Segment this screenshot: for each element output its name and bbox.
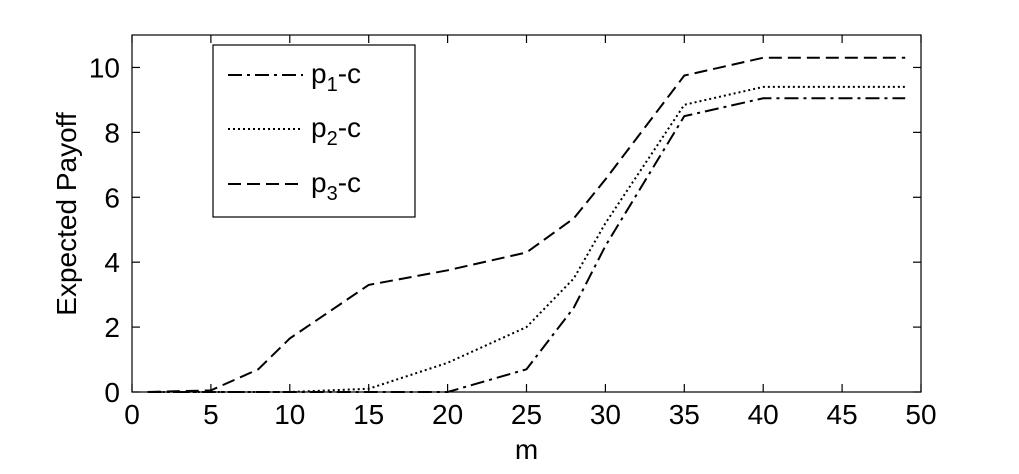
- x-tick-label: 30: [590, 399, 621, 430]
- y-tick-label: 10: [89, 52, 120, 83]
- x-tick-label: 20: [432, 399, 463, 430]
- y-tick-label: 8: [104, 117, 120, 148]
- legend-box: [212, 44, 416, 218]
- tick-layer: 0 5 10 15 20 25 30 35 40 45 50 0 2 4 6 8 10: [89, 35, 937, 430]
- x-axis-label: m: [515, 434, 538, 465]
- x-tick-label: 35: [669, 399, 700, 430]
- y-tick-label: 2: [104, 312, 120, 343]
- x-tick-label: 5: [203, 399, 219, 430]
- x-tick-label: 0: [124, 399, 140, 430]
- series-line-3: [147, 56, 906, 393]
- y-tick-label: 6: [104, 182, 120, 213]
- x-tick-label: 10: [274, 399, 305, 430]
- legend-label-1: p1-c: [311, 58, 361, 96]
- x-tick-label: 25: [511, 399, 542, 430]
- y-tick-label: 4: [104, 247, 120, 278]
- x-tick-label: 50: [905, 399, 936, 430]
- y-axis-label: Expected Payoff: [51, 112, 82, 316]
- legend-label-3: p3-c: [311, 167, 361, 205]
- legend: p1-c p2-c p3-c: [212, 44, 416, 218]
- x-tick-label: 15: [353, 399, 384, 430]
- x-tick-label: 45: [827, 399, 858, 430]
- x-tick-label: 40: [748, 399, 779, 430]
- legend-label-2: p2-c: [311, 112, 361, 150]
- y-tick-label: 0: [104, 377, 120, 408]
